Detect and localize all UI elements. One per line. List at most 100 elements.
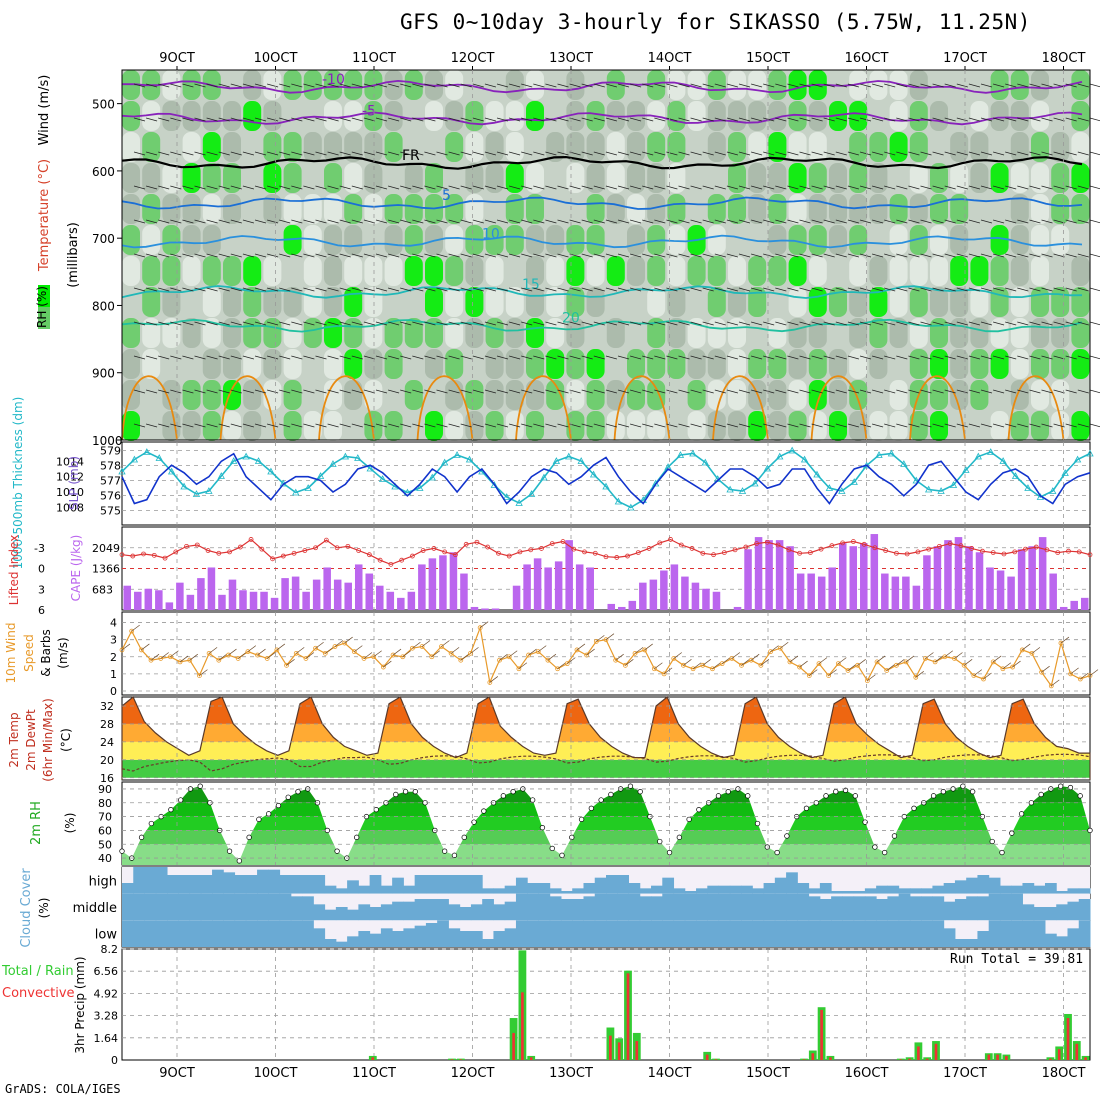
rh-cell	[586, 287, 605, 317]
rh-cell	[930, 194, 948, 224]
wind-barb	[980, 253, 993, 258]
wind-barb	[194, 253, 206, 258]
rh-cell	[324, 287, 342, 317]
wind-barb	[690, 253, 702, 258]
cloud-high-bar	[887, 885, 900, 894]
wind10m-marker	[719, 661, 725, 667]
wind10m-marker	[458, 657, 464, 663]
wind-barb	[194, 185, 206, 190]
wind-barb	[872, 151, 884, 156]
wind-barb	[617, 151, 630, 156]
cloud-low-bar	[864, 920, 877, 947]
rh-marker	[960, 783, 966, 789]
wind-barb	[351, 151, 363, 156]
rh-cell	[1071, 194, 1090, 224]
rh-cell	[364, 194, 383, 224]
cloud-middle-bar	[122, 893, 134, 921]
lifted-index-marker	[119, 552, 125, 558]
cloud-low-bar	[1044, 933, 1057, 947]
wind10m-marker	[429, 654, 435, 660]
wind-barb	[617, 321, 630, 326]
wind-barb	[642, 185, 654, 190]
lifted-index-marker	[571, 546, 577, 552]
cloud-high-bar	[212, 869, 224, 894]
wind-barb	[484, 117, 496, 122]
cloud-low-bar	[324, 939, 337, 947]
wind-barb	[884, 185, 896, 190]
rh-marker	[901, 813, 907, 820]
rh-cell	[182, 225, 201, 255]
wind-barb	[400, 287, 412, 292]
wind-barb	[375, 83, 388, 88]
wind-barb	[1041, 253, 1053, 258]
wind-barb	[242, 287, 254, 292]
wind-barb	[605, 185, 617, 190]
wind-barb	[315, 321, 327, 326]
thickness-marker	[738, 487, 747, 494]
wind10m-marker	[351, 649, 357, 655]
rh-cell	[485, 411, 504, 441]
wind-barb	[787, 117, 799, 122]
rh-cell	[687, 349, 706, 379]
precip-convective-bar	[996, 1054, 999, 1060]
wind-barb	[460, 287, 472, 292]
wind-barb	[533, 83, 545, 88]
cloud-low-bar	[482, 939, 494, 947]
wind-barb	[533, 389, 545, 394]
wind-barb	[956, 253, 968, 258]
rh-cell	[324, 194, 342, 224]
wind-barb	[980, 151, 993, 156]
rh-cell	[869, 132, 888, 162]
wind-barb	[472, 423, 484, 428]
wind-barb	[436, 83, 448, 88]
wind-barb	[932, 117, 944, 122]
rh-cell	[748, 163, 767, 193]
wind-barb	[1029, 389, 1041, 394]
wind10m-marker	[564, 661, 570, 667]
wind-barb	[702, 151, 714, 156]
precip-convective-bar	[714, 1059, 718, 1060]
wind-barb	[823, 355, 835, 360]
cloud-middle-bar	[673, 893, 686, 921]
rh-marker	[774, 849, 780, 856]
lifted-index-marker	[280, 553, 286, 559]
wind-barb	[339, 253, 351, 258]
wind-barb	[666, 117, 678, 122]
cape-bar	[228, 579, 237, 610]
temperature-contour	[121, 285, 1083, 299]
wind-barb	[279, 389, 291, 394]
temp-tick-label: 16	[100, 772, 114, 785]
rh-cell	[384, 349, 403, 379]
wind10m-barb	[954, 652, 963, 659]
rh-cell	[627, 132, 645, 162]
rh-marker	[539, 825, 546, 831]
wind10m-marker	[874, 659, 880, 665]
cape-bar	[702, 588, 710, 610]
wind10m-barb	[412, 641, 421, 649]
lifted-index-marker	[700, 550, 706, 556]
cloud-middle-bar	[380, 904, 393, 921]
cape-bar	[586, 567, 594, 610]
wind-barb	[908, 185, 920, 190]
wind-barb	[315, 253, 327, 258]
wind-barb	[968, 117, 980, 122]
cape-bar	[291, 576, 300, 610]
cape-bar	[365, 573, 374, 610]
wind-barb	[327, 151, 339, 156]
wind-barb	[775, 185, 787, 190]
wind-barb	[968, 83, 980, 88]
wind-barb	[787, 253, 799, 258]
cloud-high-bar	[257, 869, 269, 894]
rh-cell	[808, 194, 827, 224]
wind10m-barb	[160, 652, 169, 659]
wind-barb	[388, 321, 400, 326]
wind-barb	[956, 219, 968, 224]
wind-barb	[787, 355, 799, 360]
cloud-middle-bar	[1011, 893, 1023, 921]
cloud-low-bar	[628, 920, 641, 947]
rh-cell	[283, 132, 302, 162]
thickness-marker	[987, 448, 995, 455]
rh-marker	[754, 820, 761, 827]
wind10m-barb	[741, 659, 750, 666]
cloud-low-bar	[831, 920, 843, 947]
